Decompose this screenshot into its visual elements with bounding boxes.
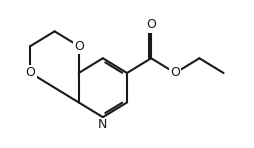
Text: O: O xyxy=(146,18,156,31)
Text: O: O xyxy=(74,40,84,53)
Text: N: N xyxy=(98,118,107,131)
Text: O: O xyxy=(26,66,35,79)
Text: O: O xyxy=(170,66,180,79)
